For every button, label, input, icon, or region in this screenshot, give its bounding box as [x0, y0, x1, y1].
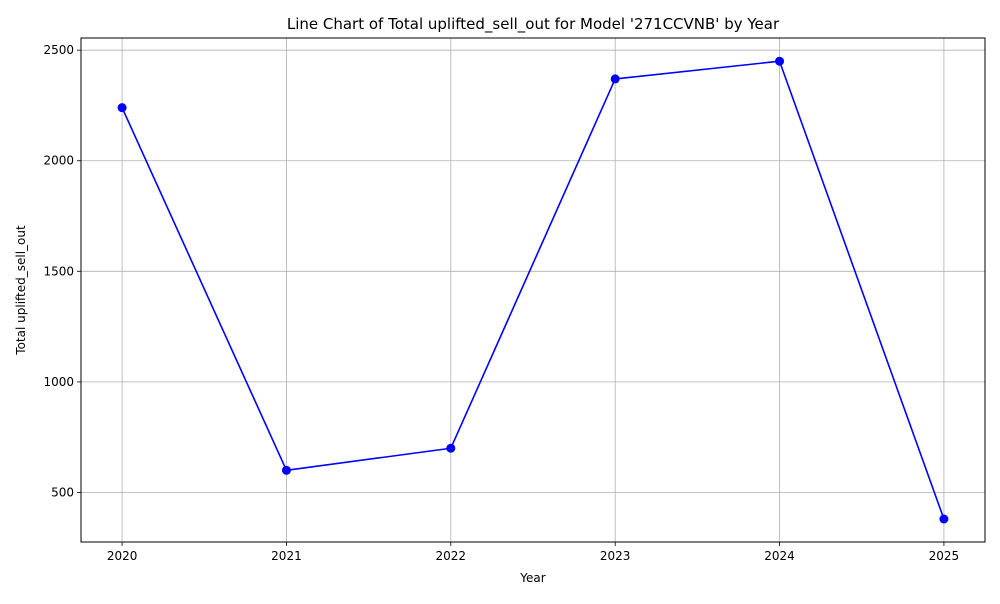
data-point — [610, 74, 620, 84]
y-axis-label: Total uplifted_sell_out — [14, 225, 28, 356]
data-point — [446, 443, 456, 453]
y-tick-label: 1000 — [43, 375, 74, 389]
plot-frame — [80, 37, 986, 543]
y-tick-label: 2000 — [43, 154, 74, 168]
x-tick-label: 2023 — [600, 549, 631, 563]
x-tick-label: 2025 — [929, 549, 960, 563]
data-point — [939, 514, 949, 524]
data-point — [775, 56, 785, 66]
series-layer — [117, 56, 949, 524]
x-tick-label: 2021 — [271, 549, 302, 563]
x-axis-label: Year — [519, 571, 545, 585]
y-tick-label: 1500 — [43, 264, 74, 278]
x-tick-label: 2022 — [436, 549, 467, 563]
chart-title: Line Chart of Total uplifted_sell_out fo… — [287, 15, 780, 34]
x-tick-label: 2020 — [107, 549, 138, 563]
data-point — [117, 103, 127, 113]
y-tick-label: 2500 — [43, 43, 74, 57]
ticks: 2020 2021 2022 2023 2024 2025 500 1000 1500 2000 2… — [43, 43, 959, 563]
data-point — [281, 465, 291, 475]
grid — [81, 38, 985, 542]
series-line — [121, 60, 945, 520]
y-tick-label: 500 — [51, 485, 74, 499]
x-tick-label: 2024 — [764, 549, 795, 563]
